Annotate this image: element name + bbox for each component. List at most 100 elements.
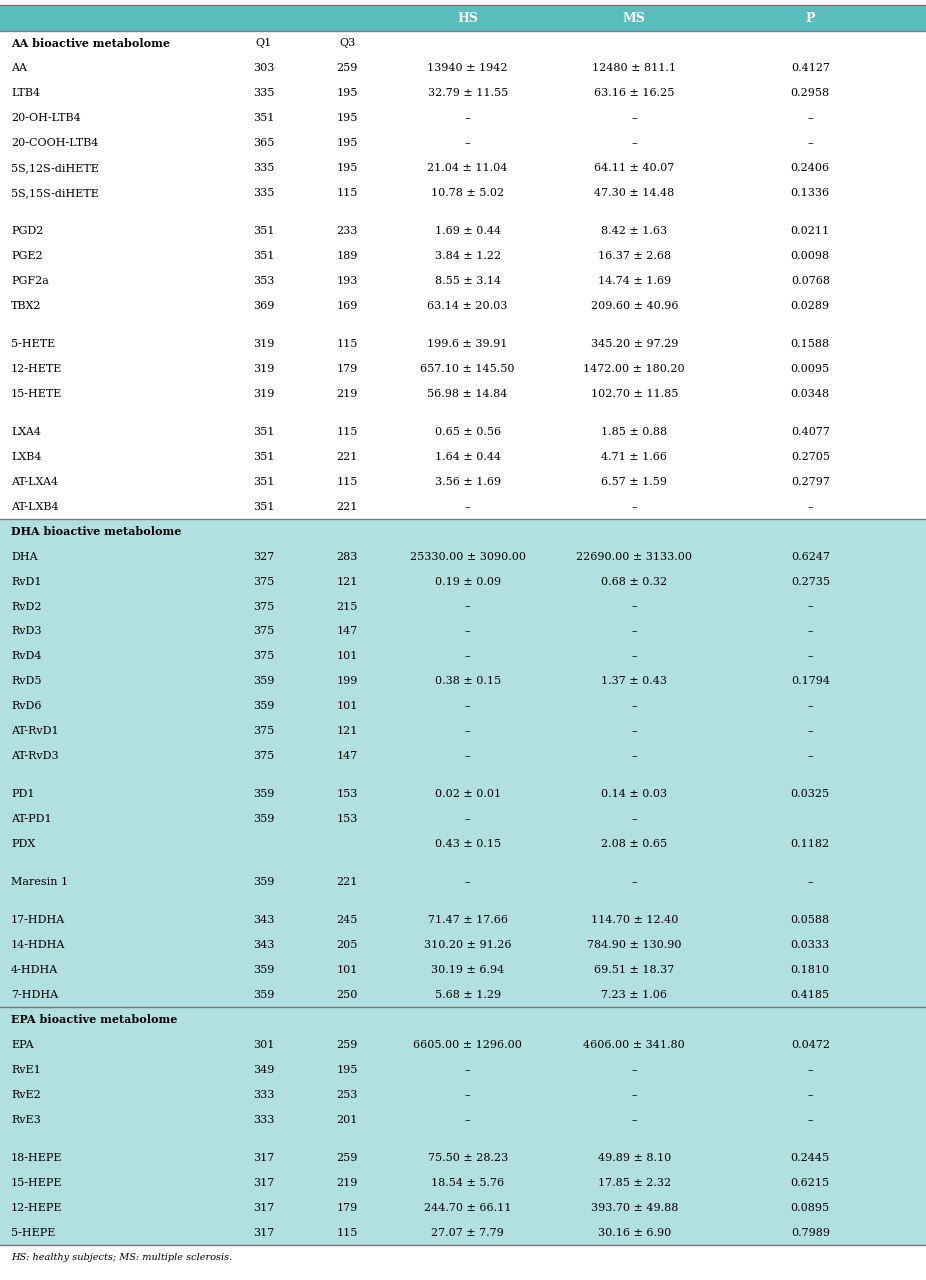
Text: AA: AA (11, 64, 27, 73)
Bar (0, 243, 926, 269)
Text: 0.4127: 0.4127 (791, 64, 830, 73)
Text: 244.70 ± 66.11: 244.70 ± 66.11 (424, 1203, 511, 1212)
Text: PDX: PDX (11, 840, 35, 849)
Text: RvE2: RvE2 (11, 1089, 41, 1100)
Text: –: – (807, 877, 813, 887)
Text: 115: 115 (336, 1228, 358, 1238)
Text: P: P (806, 12, 815, 24)
Text: 343: 343 (253, 940, 275, 950)
Text: 179: 179 (337, 1203, 357, 1212)
Text: 359: 359 (253, 989, 275, 1000)
Text: 21.04 ± 11.04: 21.04 ± 11.04 (428, 163, 507, 173)
Bar (0, 1132, 926, 1146)
Text: 319: 319 (253, 364, 275, 374)
Text: PGE2: PGE2 (11, 251, 43, 261)
Text: 335: 335 (253, 163, 275, 173)
Text: –: – (807, 751, 813, 762)
Text: Q1: Q1 (256, 38, 272, 49)
Bar (0, 357, 926, 381)
Bar (0, 494, 926, 520)
Text: 195: 195 (336, 138, 358, 148)
Text: 0.0325: 0.0325 (791, 790, 830, 799)
Text: 114.70 ± 12.40: 114.70 ± 12.40 (591, 915, 678, 925)
Text: 205: 205 (336, 940, 358, 950)
Text: 169: 169 (336, 301, 358, 311)
Text: 115: 115 (336, 428, 358, 436)
Bar (0, 620, 926, 644)
Text: 0.2958: 0.2958 (791, 88, 830, 99)
Text: 5S,15S-diHETE: 5S,15S-diHETE (11, 188, 99, 198)
Text: 3.84 ± 1.22: 3.84 ± 1.22 (434, 251, 501, 261)
Text: 333: 333 (253, 1115, 275, 1125)
Text: 101: 101 (336, 652, 358, 662)
Text: 351: 351 (253, 251, 275, 261)
Bar (0, 1107, 926, 1132)
Text: 359: 359 (253, 676, 275, 686)
Text: 56.98 ± 14.84: 56.98 ± 14.84 (428, 389, 507, 399)
Text: 49.89 ± 8.10: 49.89 ± 8.10 (597, 1153, 671, 1162)
Text: –: – (465, 751, 470, 762)
Bar (0, 332, 926, 357)
Text: 4.71 ± 1.66: 4.71 ± 1.66 (601, 452, 668, 462)
Text: 221: 221 (336, 502, 358, 512)
Text: –: – (632, 1089, 637, 1100)
Text: 0.2735: 0.2735 (791, 576, 830, 586)
Text: –: – (807, 1115, 813, 1125)
Text: 7.23 ± 1.06: 7.23 ± 1.06 (601, 989, 668, 1000)
Bar (0, 131, 926, 156)
Text: 317: 317 (254, 1228, 274, 1238)
Text: –: – (632, 1065, 637, 1075)
Text: –: – (465, 726, 470, 736)
Bar (0, 406, 926, 420)
Text: –: – (807, 1065, 813, 1075)
Text: 0.7989: 0.7989 (791, 1228, 830, 1238)
Text: 317: 317 (254, 1203, 274, 1212)
Text: 30.19 ± 6.94: 30.19 ± 6.94 (431, 965, 505, 975)
Text: 0.1336: 0.1336 (791, 188, 830, 198)
Text: 199.6 ± 39.91: 199.6 ± 39.91 (428, 339, 507, 349)
Text: –: – (465, 877, 470, 887)
Text: 215: 215 (336, 602, 358, 612)
Text: 393.70 ± 49.88: 393.70 ± 49.88 (591, 1203, 678, 1212)
Bar (0, 895, 926, 908)
Text: 0.68 ± 0.32: 0.68 ± 0.32 (601, 576, 668, 586)
Text: 375: 375 (254, 751, 274, 762)
Text: 301: 301 (253, 1039, 275, 1050)
Bar (0, 1007, 926, 1033)
Text: 375: 375 (254, 602, 274, 612)
Text: 153: 153 (336, 790, 358, 799)
Text: 6.57 ± 1.59: 6.57 ± 1.59 (601, 477, 668, 486)
Text: –: – (465, 113, 470, 123)
Text: 5S,12S-diHETE: 5S,12S-diHETE (11, 163, 99, 173)
Text: PGF2a: PGF2a (11, 276, 49, 285)
Bar (0, 669, 926, 694)
Text: LXA4: LXA4 (11, 428, 41, 436)
Text: 32.79 ± 11.55: 32.79 ± 11.55 (428, 88, 507, 99)
Text: 317: 317 (254, 1178, 274, 1188)
Text: 63.16 ± 16.25: 63.16 ± 16.25 (594, 88, 674, 99)
Text: 102.70 ± 11.85: 102.70 ± 11.85 (591, 389, 678, 399)
Text: 259: 259 (336, 1153, 358, 1162)
Bar (0, 869, 926, 895)
Bar (0, 594, 926, 620)
Text: 233: 233 (336, 227, 358, 236)
Text: 3.56 ± 1.69: 3.56 ± 1.69 (434, 477, 501, 486)
Text: 2.08 ± 0.65: 2.08 ± 0.65 (601, 840, 668, 849)
Text: 0.2445: 0.2445 (791, 1153, 830, 1162)
Text: 4-HDHA: 4-HDHA (11, 965, 58, 975)
Text: 259: 259 (336, 1039, 358, 1050)
Text: MS: MS (623, 12, 645, 24)
Text: 209.60 ± 40.96: 209.60 ± 40.96 (591, 301, 678, 311)
Text: 0.0472: 0.0472 (791, 1039, 830, 1050)
Bar (0, 1057, 926, 1083)
Bar (0, 293, 926, 319)
Text: 219: 219 (336, 389, 358, 399)
Bar (0, 381, 926, 406)
Text: 1.37 ± 0.43: 1.37 ± 0.43 (601, 676, 668, 686)
Text: –: – (807, 502, 813, 512)
Text: 375: 375 (254, 652, 274, 662)
Text: 259: 259 (336, 64, 358, 73)
Bar (0, 1220, 926, 1245)
Text: –: – (632, 751, 637, 762)
Text: HS: healthy subjects; MS: multiple sclerosis.: HS: healthy subjects; MS: multiple scler… (11, 1253, 232, 1262)
